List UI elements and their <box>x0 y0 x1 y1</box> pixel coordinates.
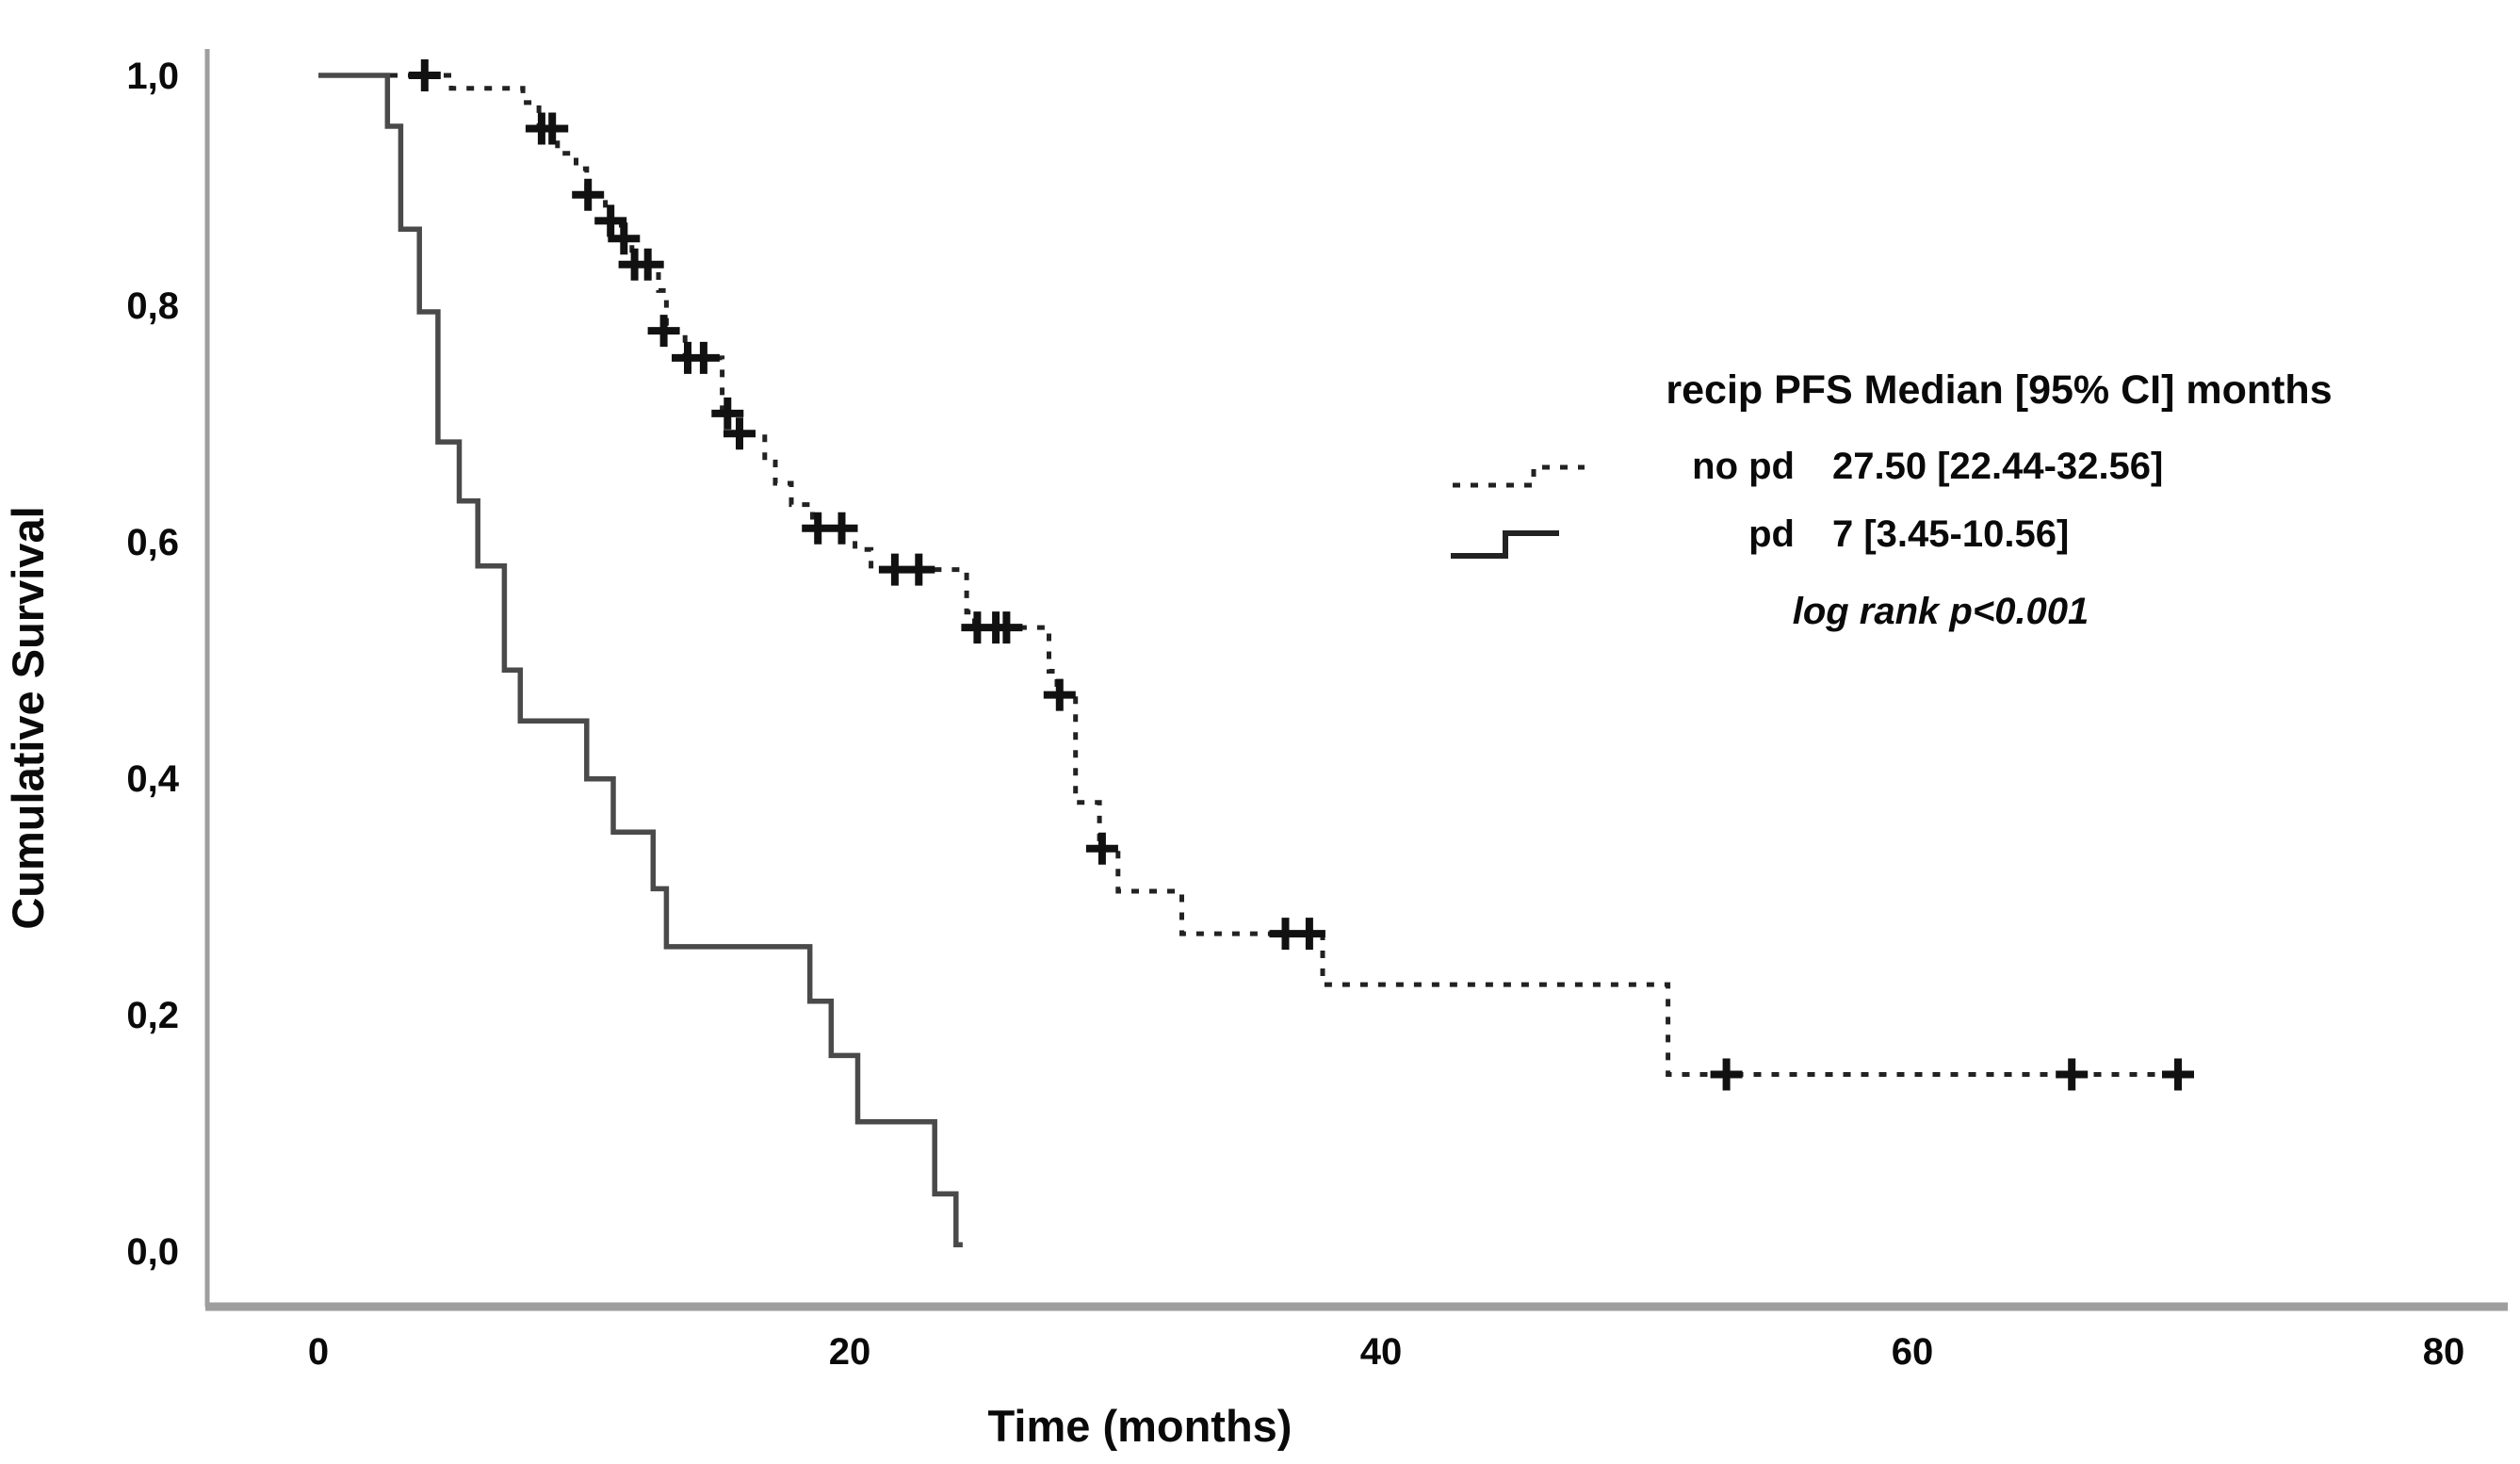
x-tick-20: 20 <box>829 1331 871 1373</box>
x-tick-40: 40 <box>1360 1331 1403 1373</box>
legend-line-sample-solid <box>1451 530 1559 559</box>
y-tick-1.0: 1,0 <box>126 56 179 97</box>
log-rank-pvalue: log rank p<0.001 <box>1793 591 2089 632</box>
legend-title: recip PFS Median [95% CI] months <box>1666 367 2332 413</box>
y-tick-0.8: 0,8 <box>126 285 179 327</box>
x-tick-80: 80 <box>2423 1331 2465 1373</box>
curve-no-pd <box>318 73 2192 1077</box>
curve-pd <box>318 73 963 1247</box>
y-axis-title: Cumulative Survival <box>3 506 53 929</box>
x-axis-tick-labels: 0 20 40 60 80 <box>308 1331 2464 1373</box>
x-axis-title: Time (months) <box>988 1401 1293 1451</box>
legend: recip PFS Median [95% CI] months no pd 2… <box>1451 367 2333 632</box>
legend-line-sample-dashed <box>1453 464 1585 488</box>
legend-label-no-pd: no pd <box>1692 446 1795 487</box>
y-tick-0.2: 0,2 <box>126 995 179 1036</box>
y-tick-0.0: 0,0 <box>126 1231 179 1273</box>
legend-stats-pd: 7 [3.45-10.56] <box>1832 513 2069 555</box>
y-axis-tick-labels: 0,0 0,2 0,4 0,6 0,8 1,0 <box>126 56 179 1273</box>
x-tick-0: 0 <box>308 1331 329 1373</box>
x-tick-60: 60 <box>1892 1331 1934 1373</box>
legend-stats-no-pd: 27.50 [22.44-32.56] <box>1832 446 2163 487</box>
legend-label-pd: pd <box>1748 513 1795 555</box>
y-tick-0.6: 0,6 <box>126 522 179 563</box>
y-tick-0.4: 0,4 <box>126 758 179 800</box>
censor-marks-no-pd <box>408 59 2194 1091</box>
